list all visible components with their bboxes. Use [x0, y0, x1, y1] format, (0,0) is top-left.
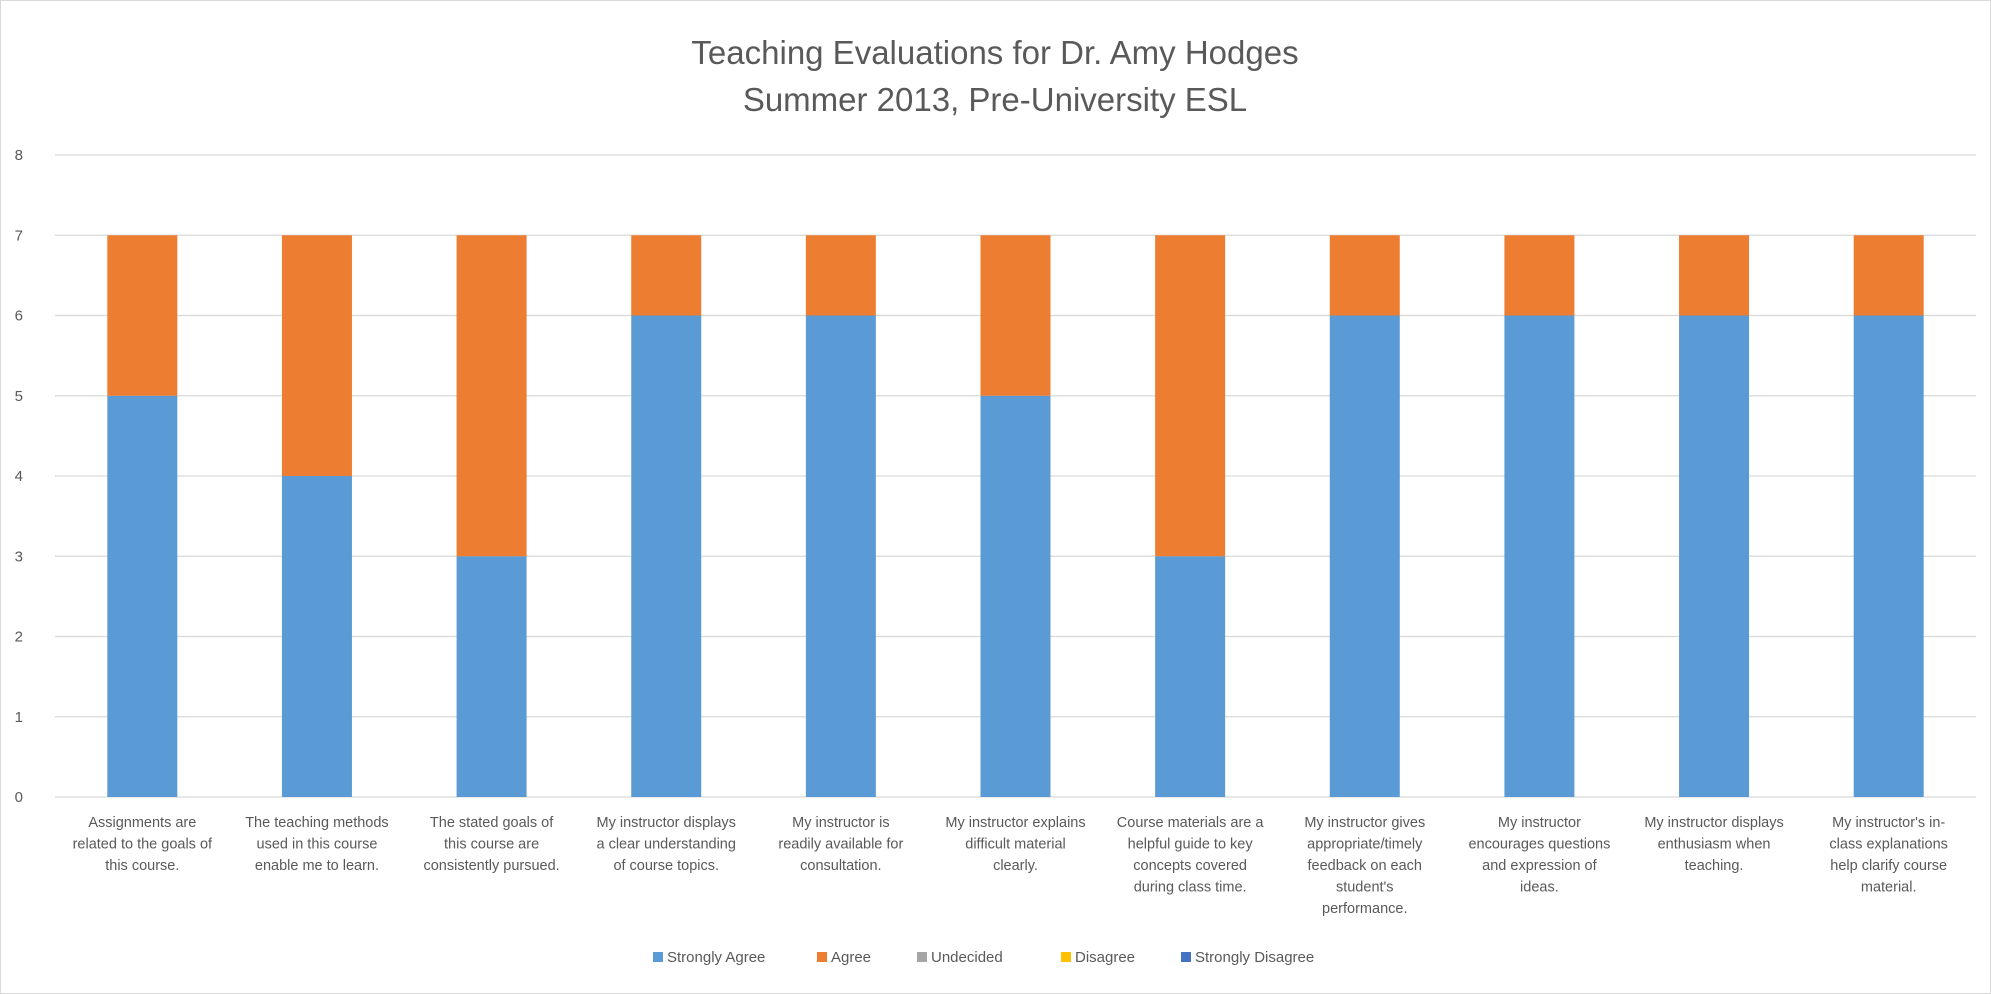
category-label: class explanations [1829, 837, 1948, 853]
bar-segment-agree [1853, 235, 1924, 316]
bar-segment-agree [980, 235, 1051, 396]
legend-swatch [817, 952, 827, 962]
category-label: My instructor displays [597, 815, 736, 831]
category-label: encourages questions [1468, 837, 1610, 853]
category-label: appropriate/timely [1307, 837, 1423, 853]
bar-segment-agree [1155, 235, 1226, 557]
y-tick-label: 6 [15, 308, 23, 325]
bar-segment-strongly-agree [107, 395, 178, 797]
category-label: The stated goals of [430, 815, 554, 831]
legend-label: Strongly Agree [667, 949, 765, 966]
category-label: Course materials are a [1117, 815, 1265, 831]
category-label: consistently pursued. [423, 858, 559, 874]
bar-segment-strongly-agree [631, 315, 702, 797]
bar-segment-agree [1329, 235, 1400, 316]
chart-title-line-1: Teaching Evaluations for Dr. Amy Hodges [691, 34, 1298, 71]
category-label: Assignments are [88, 815, 196, 831]
y-tick-label: 4 [15, 468, 23, 485]
category-label: My instructor [1498, 815, 1581, 831]
category-label: concepts covered [1133, 858, 1247, 874]
bar-segment-strongly-agree [1679, 315, 1750, 797]
bar-segment-strongly-agree [1155, 556, 1226, 797]
category-label: and expression of [1482, 858, 1597, 874]
bar-segment-agree [107, 235, 178, 396]
y-tick-label: 1 [15, 709, 23, 726]
legend-swatch [917, 952, 927, 962]
category-label: performance. [1322, 901, 1407, 917]
category-label: difficult material [965, 837, 1065, 853]
category-label: feedback on each [1308, 858, 1422, 874]
category-label: used in this course [257, 837, 378, 853]
legend-label: Undecided [931, 949, 1003, 966]
category-label: My instructor is [792, 815, 890, 831]
category-label: enthusiasm when [1658, 837, 1771, 853]
category-label: this course. [105, 858, 179, 874]
category-label: My instructor gives [1304, 815, 1425, 831]
category-label: consultation. [800, 858, 881, 874]
legend-swatch [1061, 952, 1071, 962]
y-tick-label: 0 [15, 789, 23, 806]
category-label: clearly. [993, 858, 1038, 874]
bar-segment-strongly-agree [805, 315, 876, 797]
bar-segment-agree [456, 235, 527, 557]
legend-label: Agree [831, 949, 871, 966]
bar-segment-strongly-agree [281, 476, 352, 797]
category-label: readily available for [778, 837, 903, 853]
category-label: The teaching methods [245, 815, 388, 831]
bar-segment-agree [1504, 235, 1575, 316]
category-label: ideas. [1520, 880, 1559, 896]
y-tick-label: 3 [15, 548, 23, 565]
y-tick-label: 7 [15, 227, 23, 244]
category-label: teaching. [1685, 858, 1744, 874]
legend-swatch [1181, 952, 1191, 962]
bar-segment-agree [805, 235, 876, 316]
bar-segment-agree [1679, 235, 1750, 316]
category-label: My instructor displays [1644, 815, 1783, 831]
category-label: this course are [444, 837, 539, 853]
chart-title-line-2: Summer 2013, Pre-University ESL [743, 81, 1247, 118]
category-label: help clarify course [1830, 858, 1947, 874]
category-label: of course topics. [613, 858, 719, 874]
category-label: student's [1336, 880, 1394, 896]
bar-segment-agree [281, 235, 352, 476]
y-tick-label: 2 [15, 629, 23, 646]
category-label: My instructor explains [945, 815, 1085, 831]
category-label: My instructor's in- [1832, 815, 1945, 831]
y-tick-label: 5 [15, 388, 23, 405]
legend-swatch [653, 952, 663, 962]
category-label: related to the goals of [73, 837, 213, 853]
bar-segment-strongly-agree [1853, 315, 1924, 797]
bar-segment-agree [631, 235, 702, 316]
category-label: enable me to learn. [255, 858, 379, 874]
bar-segment-strongly-agree [456, 556, 527, 797]
category-label: material. [1861, 880, 1917, 896]
category-label: a clear understanding [596, 837, 735, 853]
category-label: helpful guide to key [1128, 837, 1254, 853]
category-label: during class time. [1134, 880, 1247, 896]
bar-segment-strongly-agree [1504, 315, 1575, 797]
y-tick-label: 8 [15, 147, 23, 164]
bar-segment-strongly-agree [1329, 315, 1400, 797]
legend-label: Disagree [1075, 949, 1135, 966]
bar-segment-strongly-agree [980, 395, 1051, 797]
legend-label: Strongly Disagree [1195, 949, 1314, 966]
